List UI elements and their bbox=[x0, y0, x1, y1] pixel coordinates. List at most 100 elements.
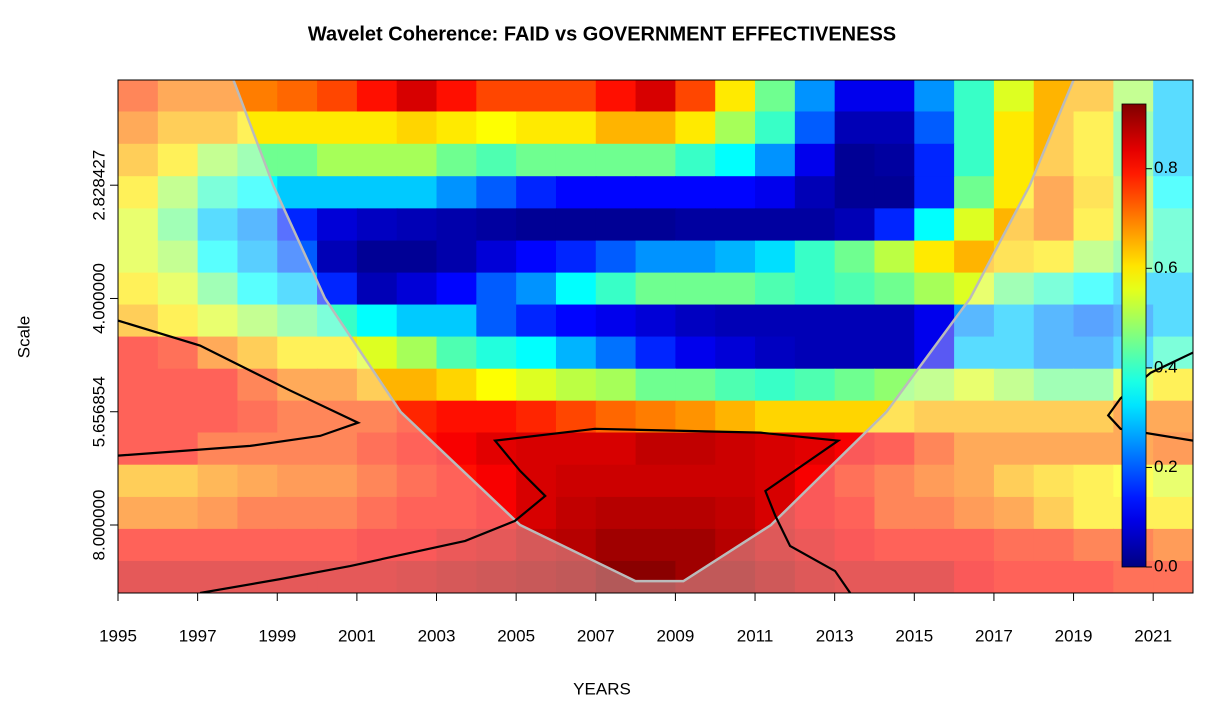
heatmap-cell bbox=[555, 496, 597, 530]
colorbar-tick-label: 0.0 bbox=[1154, 556, 1178, 575]
heatmap-cell bbox=[396, 111, 438, 145]
heatmap-cell bbox=[755, 368, 796, 402]
heatmap-cell bbox=[993, 368, 1035, 402]
heatmap-cell bbox=[516, 304, 557, 338]
heatmap-cell bbox=[317, 368, 358, 402]
heatmap-cell bbox=[237, 304, 278, 338]
heatmap-cell bbox=[197, 143, 239, 177]
heatmap-cell bbox=[157, 80, 199, 113]
heatmap-cell bbox=[715, 496, 756, 530]
heatmap-cell bbox=[436, 111, 477, 145]
heatmap-cell bbox=[914, 240, 955, 274]
heatmap-cell bbox=[993, 176, 1035, 209]
heatmap-cell bbox=[954, 464, 995, 498]
heatmap-cell bbox=[1073, 496, 1114, 530]
heatmap-cell bbox=[1153, 304, 1193, 338]
heatmap-cell bbox=[914, 304, 955, 338]
heatmap-cell bbox=[396, 240, 438, 274]
heatmap-cell bbox=[834, 560, 876, 593]
heatmap-cell bbox=[356, 143, 398, 177]
heatmap-cell bbox=[516, 143, 557, 177]
heatmap-cell bbox=[595, 143, 637, 177]
heatmap-cell bbox=[1073, 560, 1114, 593]
heatmap-cell bbox=[476, 368, 517, 402]
heatmap-cell bbox=[755, 272, 796, 306]
heatmap-cell bbox=[794, 496, 836, 530]
heatmap-cell bbox=[237, 272, 278, 306]
heatmap-cell bbox=[396, 336, 438, 370]
heatmap-cell bbox=[954, 176, 995, 209]
heatmap-cell bbox=[874, 560, 915, 593]
heatmap-cell bbox=[794, 528, 836, 562]
heatmap-cell bbox=[993, 432, 1035, 466]
heatmap-cell bbox=[993, 272, 1035, 306]
heatmap-cell bbox=[197, 528, 239, 562]
heatmap-cell bbox=[277, 336, 318, 370]
heatmap-cell bbox=[834, 240, 876, 274]
heatmap-cell bbox=[715, 143, 756, 177]
heatmap-cell bbox=[993, 336, 1035, 370]
heatmap-cell bbox=[197, 176, 239, 209]
heatmap-cell bbox=[595, 80, 637, 113]
heatmap-cell bbox=[1153, 111, 1193, 145]
heatmap-cell bbox=[1033, 304, 1075, 338]
heatmap-cell bbox=[237, 208, 278, 242]
heatmap-cell bbox=[794, 336, 836, 370]
heatmap-cell bbox=[396, 560, 438, 593]
heatmap-cell bbox=[555, 272, 597, 306]
heatmap-cell bbox=[277, 304, 318, 338]
heatmap-cell bbox=[675, 432, 716, 466]
colorbar bbox=[1121, 103, 1147, 568]
heatmap-cell bbox=[954, 400, 995, 434]
heatmap-cell bbox=[1153, 400, 1193, 434]
heatmap-cell bbox=[635, 464, 677, 498]
heatmap-cell bbox=[157, 560, 199, 593]
heatmap-cell bbox=[197, 272, 239, 306]
heatmap-cell bbox=[675, 304, 716, 338]
heatmap-cell bbox=[436, 368, 477, 402]
heatmap-cell bbox=[476, 176, 517, 209]
heatmap-cell bbox=[476, 400, 517, 434]
heatmap-cell bbox=[436, 496, 477, 530]
heatmap-cell bbox=[914, 111, 955, 145]
heatmap-cell bbox=[356, 208, 398, 242]
heatmap-cell bbox=[197, 336, 239, 370]
heatmap-cell bbox=[675, 400, 716, 434]
heatmap-cell bbox=[516, 560, 557, 593]
heatmap-cell bbox=[1033, 176, 1075, 209]
heatmap-cell bbox=[555, 368, 597, 402]
heatmap-cell bbox=[794, 304, 836, 338]
heatmap-cell bbox=[755, 111, 796, 145]
heatmap-cell bbox=[436, 272, 477, 306]
heatmap-cell bbox=[675, 111, 716, 145]
heatmap-cell bbox=[635, 368, 677, 402]
heatmap-cell bbox=[396, 432, 438, 466]
heatmap-cell bbox=[1073, 432, 1114, 466]
heatmap-cell bbox=[954, 208, 995, 242]
heatmap-cell bbox=[874, 143, 915, 177]
heatmap-cell bbox=[993, 560, 1035, 593]
heatmap-cell bbox=[675, 143, 716, 177]
heatmap-cell bbox=[317, 432, 358, 466]
heatmap-cell bbox=[755, 208, 796, 242]
heatmap-cell bbox=[834, 496, 876, 530]
heatmap-cell bbox=[277, 143, 318, 177]
heatmap-cell bbox=[157, 143, 199, 177]
heatmap-cell bbox=[715, 368, 756, 402]
heatmap-cell bbox=[794, 176, 836, 209]
heatmap-cell bbox=[157, 464, 199, 498]
heatmap-cell bbox=[516, 496, 557, 530]
heatmap-cell bbox=[715, 560, 756, 593]
heatmap-cell bbox=[197, 80, 239, 113]
colorbar-tick-label: 0.8 bbox=[1154, 158, 1178, 177]
heatmap-cell bbox=[635, 143, 677, 177]
heatmap-cell bbox=[356, 432, 398, 466]
heatmap-cell bbox=[834, 176, 876, 209]
heatmap-cell bbox=[874, 496, 915, 530]
heatmap-cell bbox=[1033, 432, 1075, 466]
heatmap-cell bbox=[555, 111, 597, 145]
heatmap-cell bbox=[834, 432, 876, 466]
coi-line bbox=[232, 80, 1075, 583]
heatmap-cell bbox=[595, 208, 637, 242]
